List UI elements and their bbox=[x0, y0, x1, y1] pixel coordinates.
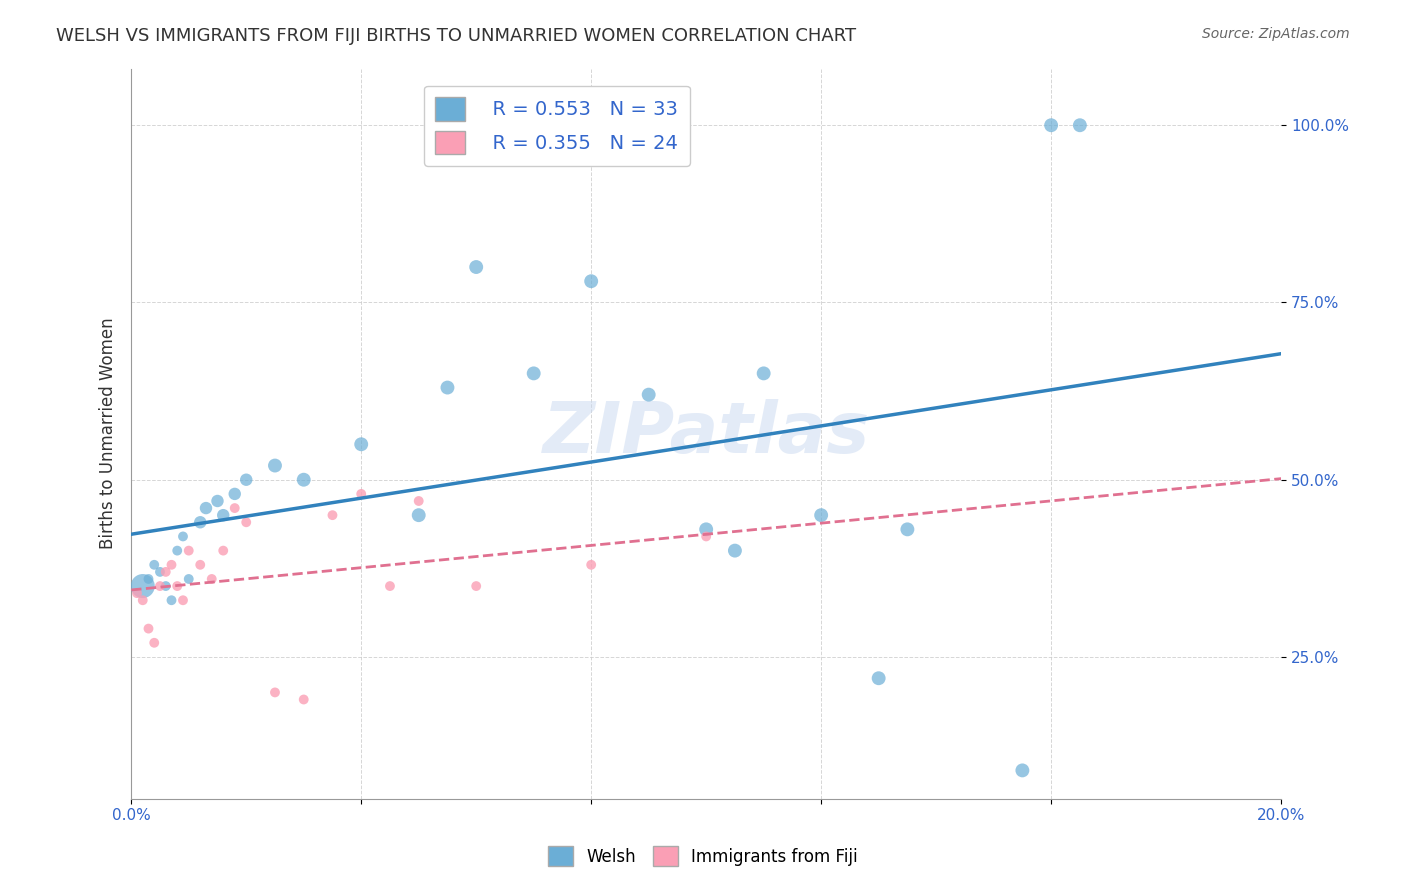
Welsh bbox=[138, 572, 160, 586]
Immigrants from Fiji bbox=[160, 558, 183, 572]
Text: ZIPatlas: ZIPatlas bbox=[543, 399, 870, 468]
Immigrants from Fiji bbox=[224, 501, 246, 516]
Welsh bbox=[188, 515, 211, 529]
Welsh bbox=[224, 487, 246, 501]
Welsh bbox=[177, 572, 200, 586]
Immigrants from Fiji bbox=[143, 636, 166, 650]
Welsh bbox=[408, 508, 430, 523]
Text: WELSH VS IMMIGRANTS FROM FIJI BIRTHS TO UNMARRIED WOMEN CORRELATION CHART: WELSH VS IMMIGRANTS FROM FIJI BIRTHS TO … bbox=[56, 27, 856, 45]
Welsh bbox=[195, 501, 218, 516]
Immigrants from Fiji bbox=[201, 572, 224, 586]
Immigrants from Fiji bbox=[292, 692, 315, 706]
Immigrants from Fiji bbox=[155, 565, 177, 579]
Welsh bbox=[724, 543, 747, 558]
Welsh bbox=[207, 494, 229, 508]
Welsh bbox=[465, 260, 488, 274]
Immigrants from Fiji bbox=[177, 543, 200, 558]
Immigrants from Fiji bbox=[264, 685, 287, 699]
Immigrants from Fiji bbox=[132, 593, 155, 607]
Immigrants from Fiji bbox=[350, 487, 373, 501]
Welsh bbox=[132, 579, 155, 593]
Immigrants from Fiji bbox=[465, 579, 488, 593]
Legend: Welsh, Immigrants from Fiji: Welsh, Immigrants from Fiji bbox=[540, 838, 866, 875]
Welsh bbox=[155, 579, 177, 593]
Welsh bbox=[752, 367, 775, 381]
Welsh bbox=[1040, 118, 1063, 132]
Welsh bbox=[292, 473, 315, 487]
Y-axis label: Births to Unmarried Women: Births to Unmarried Women bbox=[100, 318, 117, 549]
Welsh bbox=[235, 473, 257, 487]
Immigrants from Fiji bbox=[235, 515, 257, 529]
Welsh bbox=[172, 529, 194, 543]
Text: Source: ZipAtlas.com: Source: ZipAtlas.com bbox=[1202, 27, 1350, 41]
Immigrants from Fiji bbox=[212, 543, 235, 558]
Welsh bbox=[143, 558, 166, 572]
Immigrants from Fiji bbox=[125, 586, 148, 600]
Immigrants from Fiji bbox=[321, 508, 343, 523]
Welsh bbox=[264, 458, 287, 473]
Welsh bbox=[523, 367, 546, 381]
Immigrants from Fiji bbox=[579, 558, 602, 572]
Immigrants from Fiji bbox=[138, 622, 160, 636]
Welsh bbox=[350, 437, 373, 451]
Welsh bbox=[579, 274, 602, 288]
Welsh bbox=[212, 508, 235, 523]
Welsh bbox=[868, 671, 890, 685]
Immigrants from Fiji bbox=[695, 529, 717, 543]
Welsh bbox=[436, 380, 458, 394]
Welsh bbox=[160, 593, 183, 607]
Legend:   R = 0.553   N = 33,   R = 0.355   N = 24: R = 0.553 N = 33, R = 0.355 N = 24 bbox=[423, 86, 690, 166]
Immigrants from Fiji bbox=[149, 579, 172, 593]
Welsh bbox=[1069, 118, 1091, 132]
Welsh bbox=[1011, 764, 1033, 778]
Welsh bbox=[637, 387, 659, 401]
Immigrants from Fiji bbox=[188, 558, 211, 572]
Immigrants from Fiji bbox=[378, 579, 401, 593]
Welsh bbox=[149, 565, 172, 579]
Immigrants from Fiji bbox=[408, 494, 430, 508]
Welsh bbox=[896, 522, 918, 536]
Welsh bbox=[695, 522, 717, 536]
Immigrants from Fiji bbox=[172, 593, 194, 607]
Immigrants from Fiji bbox=[166, 579, 188, 593]
Welsh bbox=[810, 508, 832, 523]
Welsh bbox=[166, 543, 188, 558]
